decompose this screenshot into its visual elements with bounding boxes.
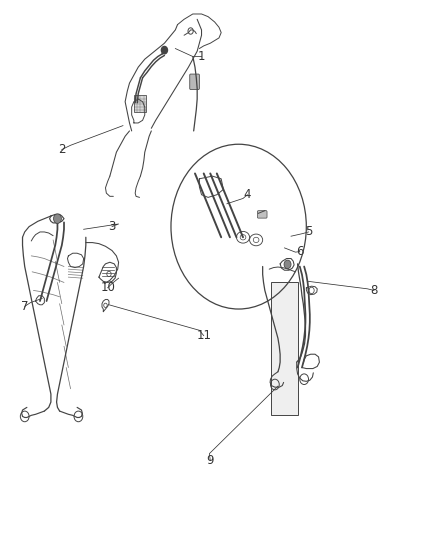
Text: 8: 8 (370, 284, 378, 297)
Circle shape (161, 46, 167, 54)
Text: 9: 9 (207, 454, 214, 467)
Text: 7: 7 (21, 300, 28, 313)
Text: 5: 5 (305, 225, 312, 238)
Text: 1: 1 (198, 50, 205, 63)
Circle shape (53, 214, 61, 223)
FancyBboxPatch shape (258, 211, 267, 218)
Text: 4: 4 (244, 188, 251, 201)
Text: 10: 10 (100, 281, 115, 294)
Text: 11: 11 (196, 329, 211, 342)
Text: 3: 3 (108, 220, 116, 233)
Text: 2: 2 (58, 143, 66, 156)
Circle shape (284, 260, 291, 269)
FancyBboxPatch shape (190, 74, 199, 90)
FancyBboxPatch shape (134, 95, 146, 112)
Text: 6: 6 (296, 245, 304, 258)
FancyBboxPatch shape (272, 282, 297, 415)
